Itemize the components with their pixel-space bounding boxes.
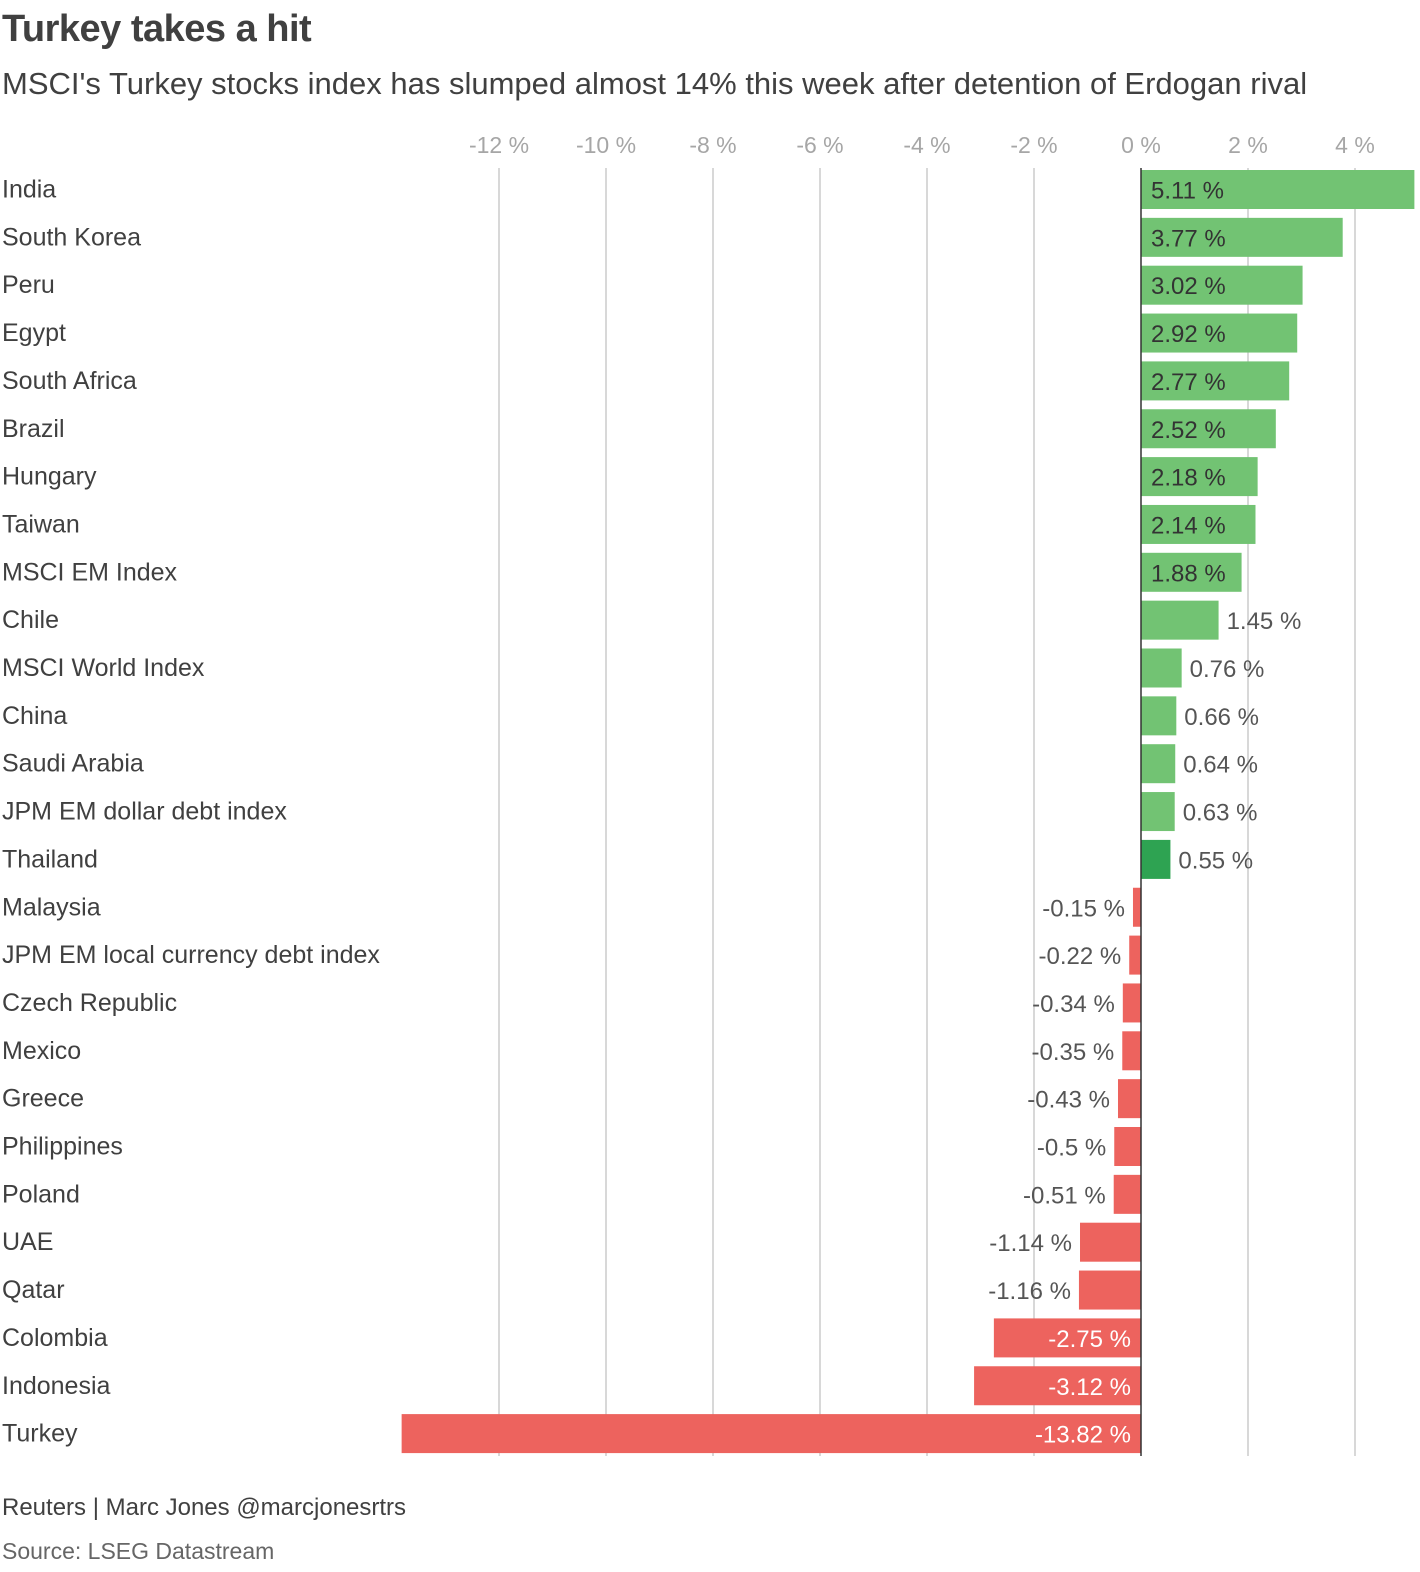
- bar: [1141, 600, 1219, 640]
- bar: [401, 1414, 1141, 1454]
- data-label: -3.12 %: [1048, 1374, 1131, 1401]
- category-label: Hungary: [2, 463, 97, 491]
- bar: [1141, 313, 1298, 353]
- category-label: JPM EM dollar debt index: [2, 798, 287, 826]
- bar: [1141, 552, 1242, 592]
- bar: [1122, 983, 1141, 1023]
- data-label: -0.51 %: [1023, 1182, 1106, 1209]
- category-label: South Korea: [2, 223, 141, 251]
- bar: [1117, 1079, 1141, 1119]
- category-label: Egypt: [2, 319, 66, 347]
- data-label: 1.45 %: [1227, 608, 1302, 635]
- category-label: China: [2, 702, 67, 730]
- category-label: South Africa: [2, 367, 137, 395]
- bar: [1132, 887, 1141, 927]
- data-label: -13.82 %: [1035, 1422, 1131, 1449]
- credit-line: Reuters | Marc Jones @marcjonesrtrs: [2, 1494, 407, 1521]
- data-label: -0.5 %: [1037, 1135, 1106, 1162]
- bar: [1141, 839, 1171, 879]
- category-label: Thailand: [2, 845, 98, 873]
- category-label: Qatar: [2, 1276, 65, 1304]
- chart-title: Turkey takes a hit: [2, 8, 312, 50]
- source-line: Source: LSEG Datastream: [2, 1538, 275, 1564]
- bar: [1141, 265, 1303, 305]
- bar: [1129, 935, 1141, 975]
- bar: [1141, 648, 1182, 688]
- category-label: Colombia: [2, 1324, 108, 1352]
- data-label: 3.02 %: [1151, 273, 1226, 300]
- bar-chart: -12 % -10 % -8 % -6 % -4 % -2 % 0 % 2 % 4 % India…: [2, 132, 1415, 1456]
- x-tick-label: 0 %: [1121, 132, 1161, 158]
- category-label: Turkey: [2, 1420, 78, 1448]
- data-label: 0.66 %: [1184, 704, 1259, 731]
- data-label: -0.43 %: [1027, 1087, 1110, 1114]
- bar: [1141, 361, 1290, 401]
- bar: [993, 1318, 1141, 1358]
- bar: [1114, 1127, 1141, 1166]
- x-tick-label: -6 %: [796, 132, 843, 158]
- category-label: Malaysia: [2, 893, 101, 921]
- bar: [1141, 457, 1258, 497]
- data-label: -0.15 %: [1042, 895, 1125, 922]
- data-label: 1.88 %: [1151, 560, 1226, 587]
- category-label: Mexico: [2, 1037, 81, 1065]
- category-label: Indonesia: [2, 1372, 111, 1400]
- x-tick-label: -10 %: [576, 132, 636, 158]
- bar: [1078, 1270, 1141, 1310]
- data-label: -2.75 %: [1048, 1326, 1131, 1353]
- data-label: 2.18 %: [1151, 465, 1226, 492]
- category-label: Czech Republic: [2, 989, 177, 1017]
- x-tick-label: 2 %: [1228, 132, 1268, 158]
- data-label: 2.52 %: [1151, 417, 1226, 444]
- bar: [1141, 744, 1176, 784]
- category-label: Greece: [2, 1085, 84, 1113]
- data-label: -0.22 %: [1039, 943, 1122, 970]
- data-label: -1.14 %: [989, 1230, 1072, 1257]
- x-tick-label: 4 %: [1335, 132, 1375, 158]
- data-label: 2.14 %: [1151, 512, 1226, 539]
- bar: [1141, 792, 1175, 832]
- category-label: JPM EM local currency debt index: [2, 941, 380, 969]
- x-tick-label: -8 %: [689, 132, 736, 158]
- x-tick-label: -12 %: [469, 132, 529, 158]
- data-label: -1.16 %: [988, 1278, 1071, 1305]
- bar: [1141, 504, 1256, 544]
- data-label: -0.35 %: [1032, 1039, 1115, 1066]
- bar: [1141, 217, 1343, 257]
- data-label: 0.63 %: [1183, 800, 1258, 827]
- category-label: Saudi Arabia: [2, 750, 144, 778]
- data-label: 0.76 %: [1190, 656, 1265, 683]
- data-label: 2.92 %: [1151, 321, 1226, 348]
- category-label: Chile: [2, 606, 59, 634]
- category-label: Peru: [2, 271, 55, 299]
- bar: [1141, 696, 1177, 736]
- x-tick-label: -4 %: [903, 132, 950, 158]
- bar: [1122, 1031, 1141, 1071]
- category-label: UAE: [2, 1228, 53, 1256]
- bar: [1080, 1222, 1141, 1262]
- bar: [1141, 170, 1415, 209]
- category-label: MSCI EM Index: [2, 558, 178, 586]
- category-label: Taiwan: [2, 510, 80, 538]
- data-label: -0.34 %: [1032, 991, 1115, 1018]
- chart-subtitle: MSCI's Turkey stocks index has slumped a…: [2, 66, 1308, 101]
- category-label: India: [2, 176, 56, 204]
- bar: [1141, 409, 1276, 449]
- x-tick-label: -2 %: [1010, 132, 1057, 158]
- bar: [974, 1366, 1141, 1406]
- category-label: Brazil: [2, 415, 65, 443]
- category-label: MSCI World Index: [2, 654, 205, 682]
- category-label: Philippines: [2, 1133, 123, 1161]
- category-label: Poland: [2, 1180, 80, 1208]
- data-label: 5.11 %: [1151, 178, 1224, 205]
- data-label: 3.77 %: [1151, 225, 1226, 252]
- data-label: 2.77 %: [1151, 369, 1226, 396]
- data-label: 0.64 %: [1183, 752, 1258, 779]
- bar: [1113, 1174, 1141, 1214]
- data-label: 0.55 %: [1178, 847, 1253, 874]
